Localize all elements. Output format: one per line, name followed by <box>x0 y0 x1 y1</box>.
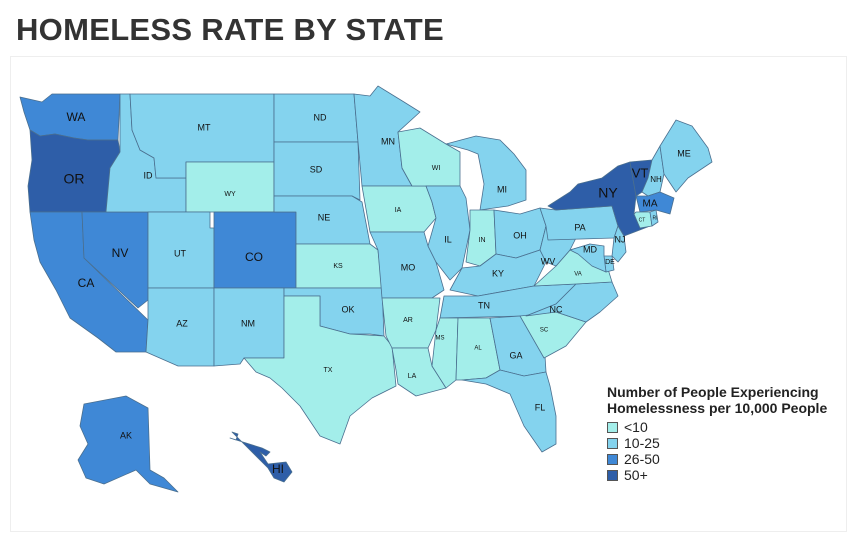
state-label-ms: MS <box>436 336 445 342</box>
state-label-mt: MT <box>198 122 211 132</box>
state-label-sc: SC <box>540 328 549 334</box>
state-label-tn: TN <box>478 300 490 310</box>
legend-item-50plus: 50+ <box>607 467 827 483</box>
state-label-md: MD <box>583 244 597 254</box>
state-label-ia: IA <box>395 207 402 214</box>
state-wi <box>397 127 461 187</box>
state-tx <box>243 295 397 445</box>
state-label-nh: NH <box>650 175 662 184</box>
state-mo <box>369 231 445 299</box>
legend-label: 26-50 <box>624 451 660 467</box>
state-nc <box>525 281 619 323</box>
state-il <box>425 185 471 281</box>
state-hi <box>229 431 293 483</box>
state-label-ak: AK <box>120 430 132 440</box>
state-ak <box>77 395 179 493</box>
state-label-ct: CT <box>639 217 646 223</box>
state-label-wy: WY <box>224 191 236 198</box>
legend-swatch <box>607 469 618 481</box>
state-label-ut: UT <box>174 248 186 258</box>
state-label-nj: NJ <box>615 234 626 244</box>
state-label-ma: MA <box>643 199 658 210</box>
state-label-ca: CA <box>78 276 95 290</box>
state-label-il: IL <box>444 234 452 244</box>
legend-swatch <box>607 437 618 449</box>
legend-title: Number of People Experiencing Homelessne… <box>607 384 827 416</box>
state-label-la: LA <box>408 373 417 380</box>
labels-layer: WA OR CA NV ID MT WY UT CO AZ NM ND SD NE KS OK TX MN IA MO… <box>64 110 691 476</box>
state-label-nc: NC <box>550 304 563 314</box>
state-label-ne: NE <box>318 212 331 222</box>
state-label-nm: NM <box>241 318 255 328</box>
legend: Number of People Experiencing Homelessne… <box>607 384 827 483</box>
state-label-ok: OK <box>341 304 354 314</box>
state-label-nv: NV <box>112 246 129 260</box>
state-label-ga: GA <box>509 350 522 360</box>
state-label-me: ME <box>677 148 691 158</box>
state-label-in: IN <box>479 237 486 244</box>
state-label-ri: RI <box>653 215 658 221</box>
legend-item-26-50: 26-50 <box>607 451 827 467</box>
state-label-ky: KY <box>492 268 504 278</box>
legend-label: 50+ <box>624 467 648 483</box>
state-label-va: VA <box>574 272 582 278</box>
state-mi <box>445 135 527 211</box>
state-label-ny: NY <box>598 185 618 201</box>
page-title: HOMELESS RATE BY STATE <box>16 12 445 47</box>
map-frame <box>10 56 847 532</box>
state-ri <box>649 209 659 227</box>
state-label-wi: WI <box>432 165 441 172</box>
state-label-co: CO <box>245 250 263 264</box>
state-la <box>391 347 447 397</box>
legend-item-lt10: <10 <box>607 419 827 435</box>
state-label-de: DE <box>605 259 615 266</box>
state-me <box>659 119 713 193</box>
legend-label: <10 <box>624 419 648 435</box>
state-ct <box>633 211 653 229</box>
state-fl <box>461 369 557 453</box>
state-md <box>569 243 607 273</box>
state-label-az: AZ <box>176 318 188 328</box>
states-layer <box>19 85 713 493</box>
state-label-pa: PA <box>574 222 585 232</box>
state-label-ks: KS <box>333 263 343 270</box>
state-label-tx: TX <box>324 367 333 374</box>
legend-title-line1: Number of People Experiencing <box>607 384 819 400</box>
legend-swatch <box>607 453 618 465</box>
state-label-mi: MI <box>497 184 507 194</box>
state-label-or: OR <box>64 171 85 187</box>
state-label-hi: HI <box>272 462 284 476</box>
state-label-ar: AR <box>403 317 413 324</box>
state-label-id: ID <box>144 170 154 180</box>
legend-swatch <box>607 421 618 433</box>
state-label-mn: MN <box>381 136 395 146</box>
legend-label: 10-25 <box>624 435 660 451</box>
legend-item-10-25: 10-25 <box>607 435 827 451</box>
state-label-wv: WV <box>541 256 556 266</box>
state-label-mo: MO <box>401 262 416 272</box>
state-label-fl: FL <box>535 402 546 412</box>
state-label-nd: ND <box>314 112 327 122</box>
state-label-oh: OH <box>513 230 527 240</box>
legend-title-line2: Homelessness per 10,000 People <box>607 400 828 416</box>
state-label-vt: VT <box>632 165 649 180</box>
state-label-wa: WA <box>67 110 86 124</box>
state-label-al: AL <box>474 346 482 352</box>
state-label-sd: SD <box>310 164 323 174</box>
state-wy <box>185 161 275 213</box>
